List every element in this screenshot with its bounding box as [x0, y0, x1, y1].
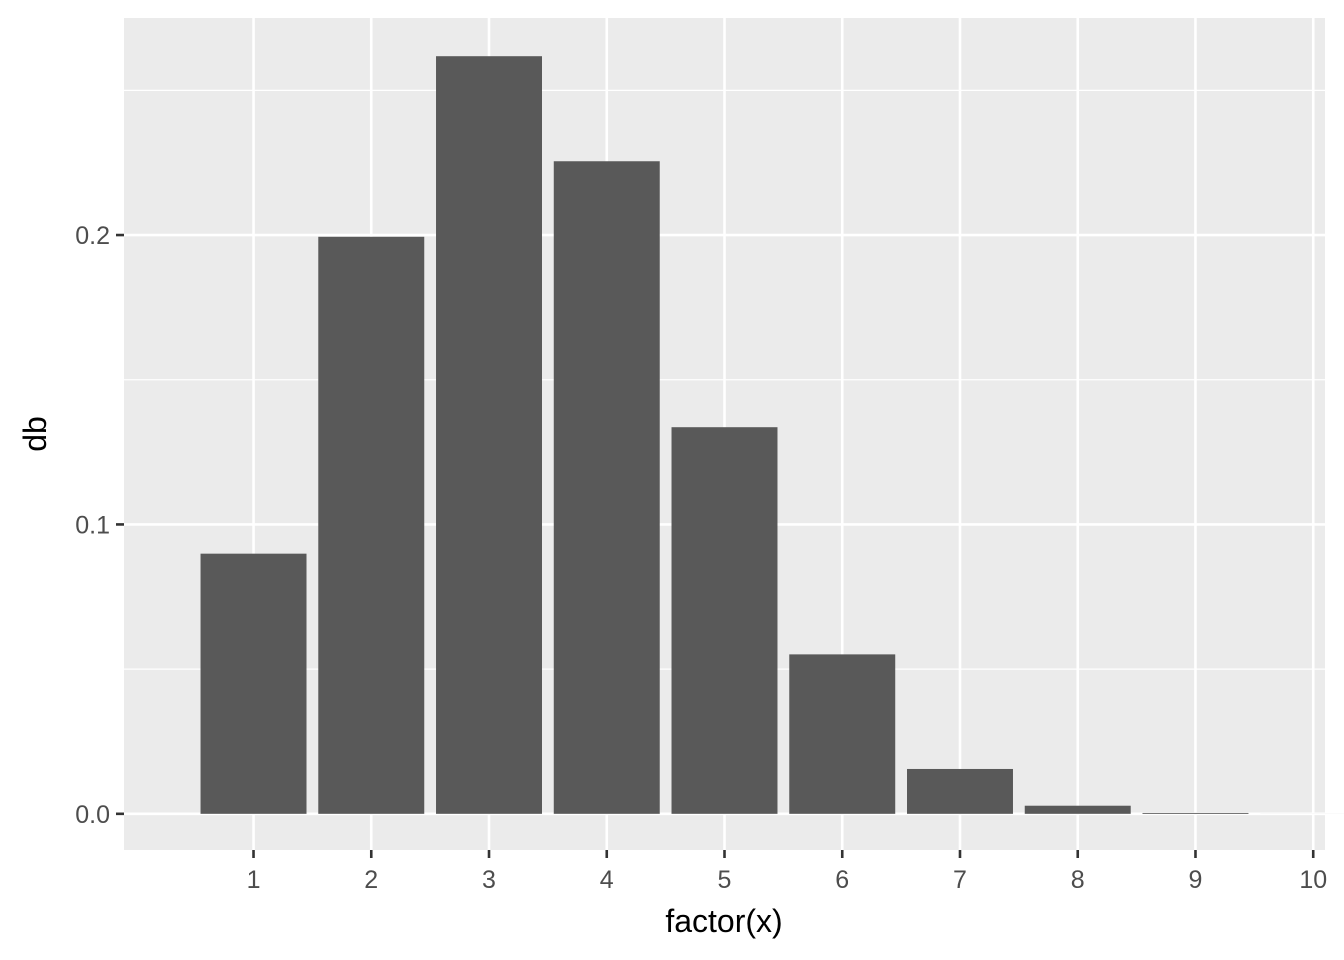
y-tick-label: 0.0 [75, 801, 110, 829]
bars [200, 56, 1344, 814]
x-tick-label: 2 [364, 866, 378, 894]
bar-5 [671, 427, 778, 814]
x-axis: 1 2 3 4 5 6 7 8 9 10 [247, 850, 1327, 894]
y-axis-title: db [17, 416, 53, 452]
bar-4 [553, 161, 660, 814]
x-tick-label: 5 [718, 866, 732, 894]
bar-1 [200, 553, 307, 814]
y-tick-label: 0.1 [75, 511, 110, 539]
bar-2 [318, 236, 425, 814]
bar-3 [436, 56, 542, 814]
x-tick-label: 4 [600, 866, 614, 894]
x-tick-label: 6 [835, 866, 849, 894]
bar-6 [789, 654, 896, 814]
y-tick-label: 0.2 [75, 222, 110, 250]
x-tick-label: 10 [1299, 866, 1327, 894]
x-tick-label: 8 [1071, 866, 1085, 894]
x-tick-label: 7 [953, 866, 967, 894]
x-axis-title: factor(x) [665, 903, 782, 939]
bar-8 [1024, 805, 1131, 814]
x-tick-label: 1 [247, 866, 261, 894]
x-tick-label: 3 [482, 866, 496, 894]
x-tick-label: 9 [1189, 866, 1203, 894]
bar-7 [907, 768, 1013, 814]
y-axis: 0.0 0.1 0.2 [75, 222, 124, 829]
bar-9 [1142, 812, 1249, 814]
